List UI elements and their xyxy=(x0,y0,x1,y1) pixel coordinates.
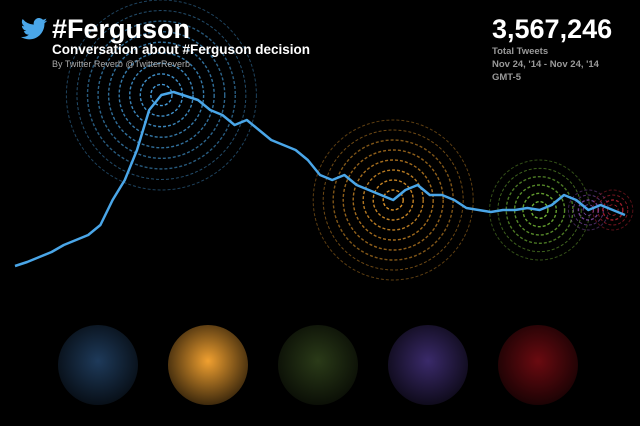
ring xyxy=(352,159,434,241)
ring xyxy=(342,149,444,251)
ring xyxy=(592,189,634,231)
ring xyxy=(522,192,557,228)
ring xyxy=(118,52,205,138)
tweet-media-thumbnail[interactable] xyxy=(58,325,138,405)
ring xyxy=(97,30,226,160)
blue-peak-rings[interactable] xyxy=(65,0,257,191)
tweet-media-thumbnail[interactable] xyxy=(278,325,358,405)
ring xyxy=(322,129,464,271)
ring xyxy=(362,169,424,231)
ring xyxy=(597,194,629,226)
twitter-bird-icon xyxy=(20,18,48,40)
total-tweets-count: 3,567,246 xyxy=(492,14,613,44)
ring xyxy=(372,179,414,221)
total-tweets-label: Total Tweets xyxy=(492,46,549,57)
ring xyxy=(577,199,600,221)
ring xyxy=(530,200,549,220)
ring xyxy=(382,189,404,211)
tweet-media-thumbnail[interactable] xyxy=(388,325,468,405)
ring xyxy=(602,199,624,221)
tweet-media-thumbnail[interactable] xyxy=(498,325,578,405)
subtitle: Conversation about #Ferguson decision xyxy=(52,42,311,57)
date-range: Nov 24, '14 - Nov 24, '14 xyxy=(492,59,599,70)
ring xyxy=(86,20,236,170)
ring xyxy=(129,62,194,128)
ring xyxy=(65,0,257,191)
page-title: #Ferguson xyxy=(52,14,191,44)
tweet-volume-line xyxy=(14,90,626,268)
ring xyxy=(107,41,215,149)
byline[interactable]: By Twitter Reverb @TwitterReverb xyxy=(52,59,191,69)
timezone: GMT-5 xyxy=(492,72,522,83)
ring xyxy=(150,83,173,107)
stats-panel: 3,567,246 Total Tweets Nov 24, '14 - Nov… xyxy=(492,14,612,84)
tweet-media-thumbnail[interactable] xyxy=(168,325,248,405)
ring xyxy=(513,184,566,236)
ring xyxy=(76,10,247,180)
ring xyxy=(312,119,474,281)
